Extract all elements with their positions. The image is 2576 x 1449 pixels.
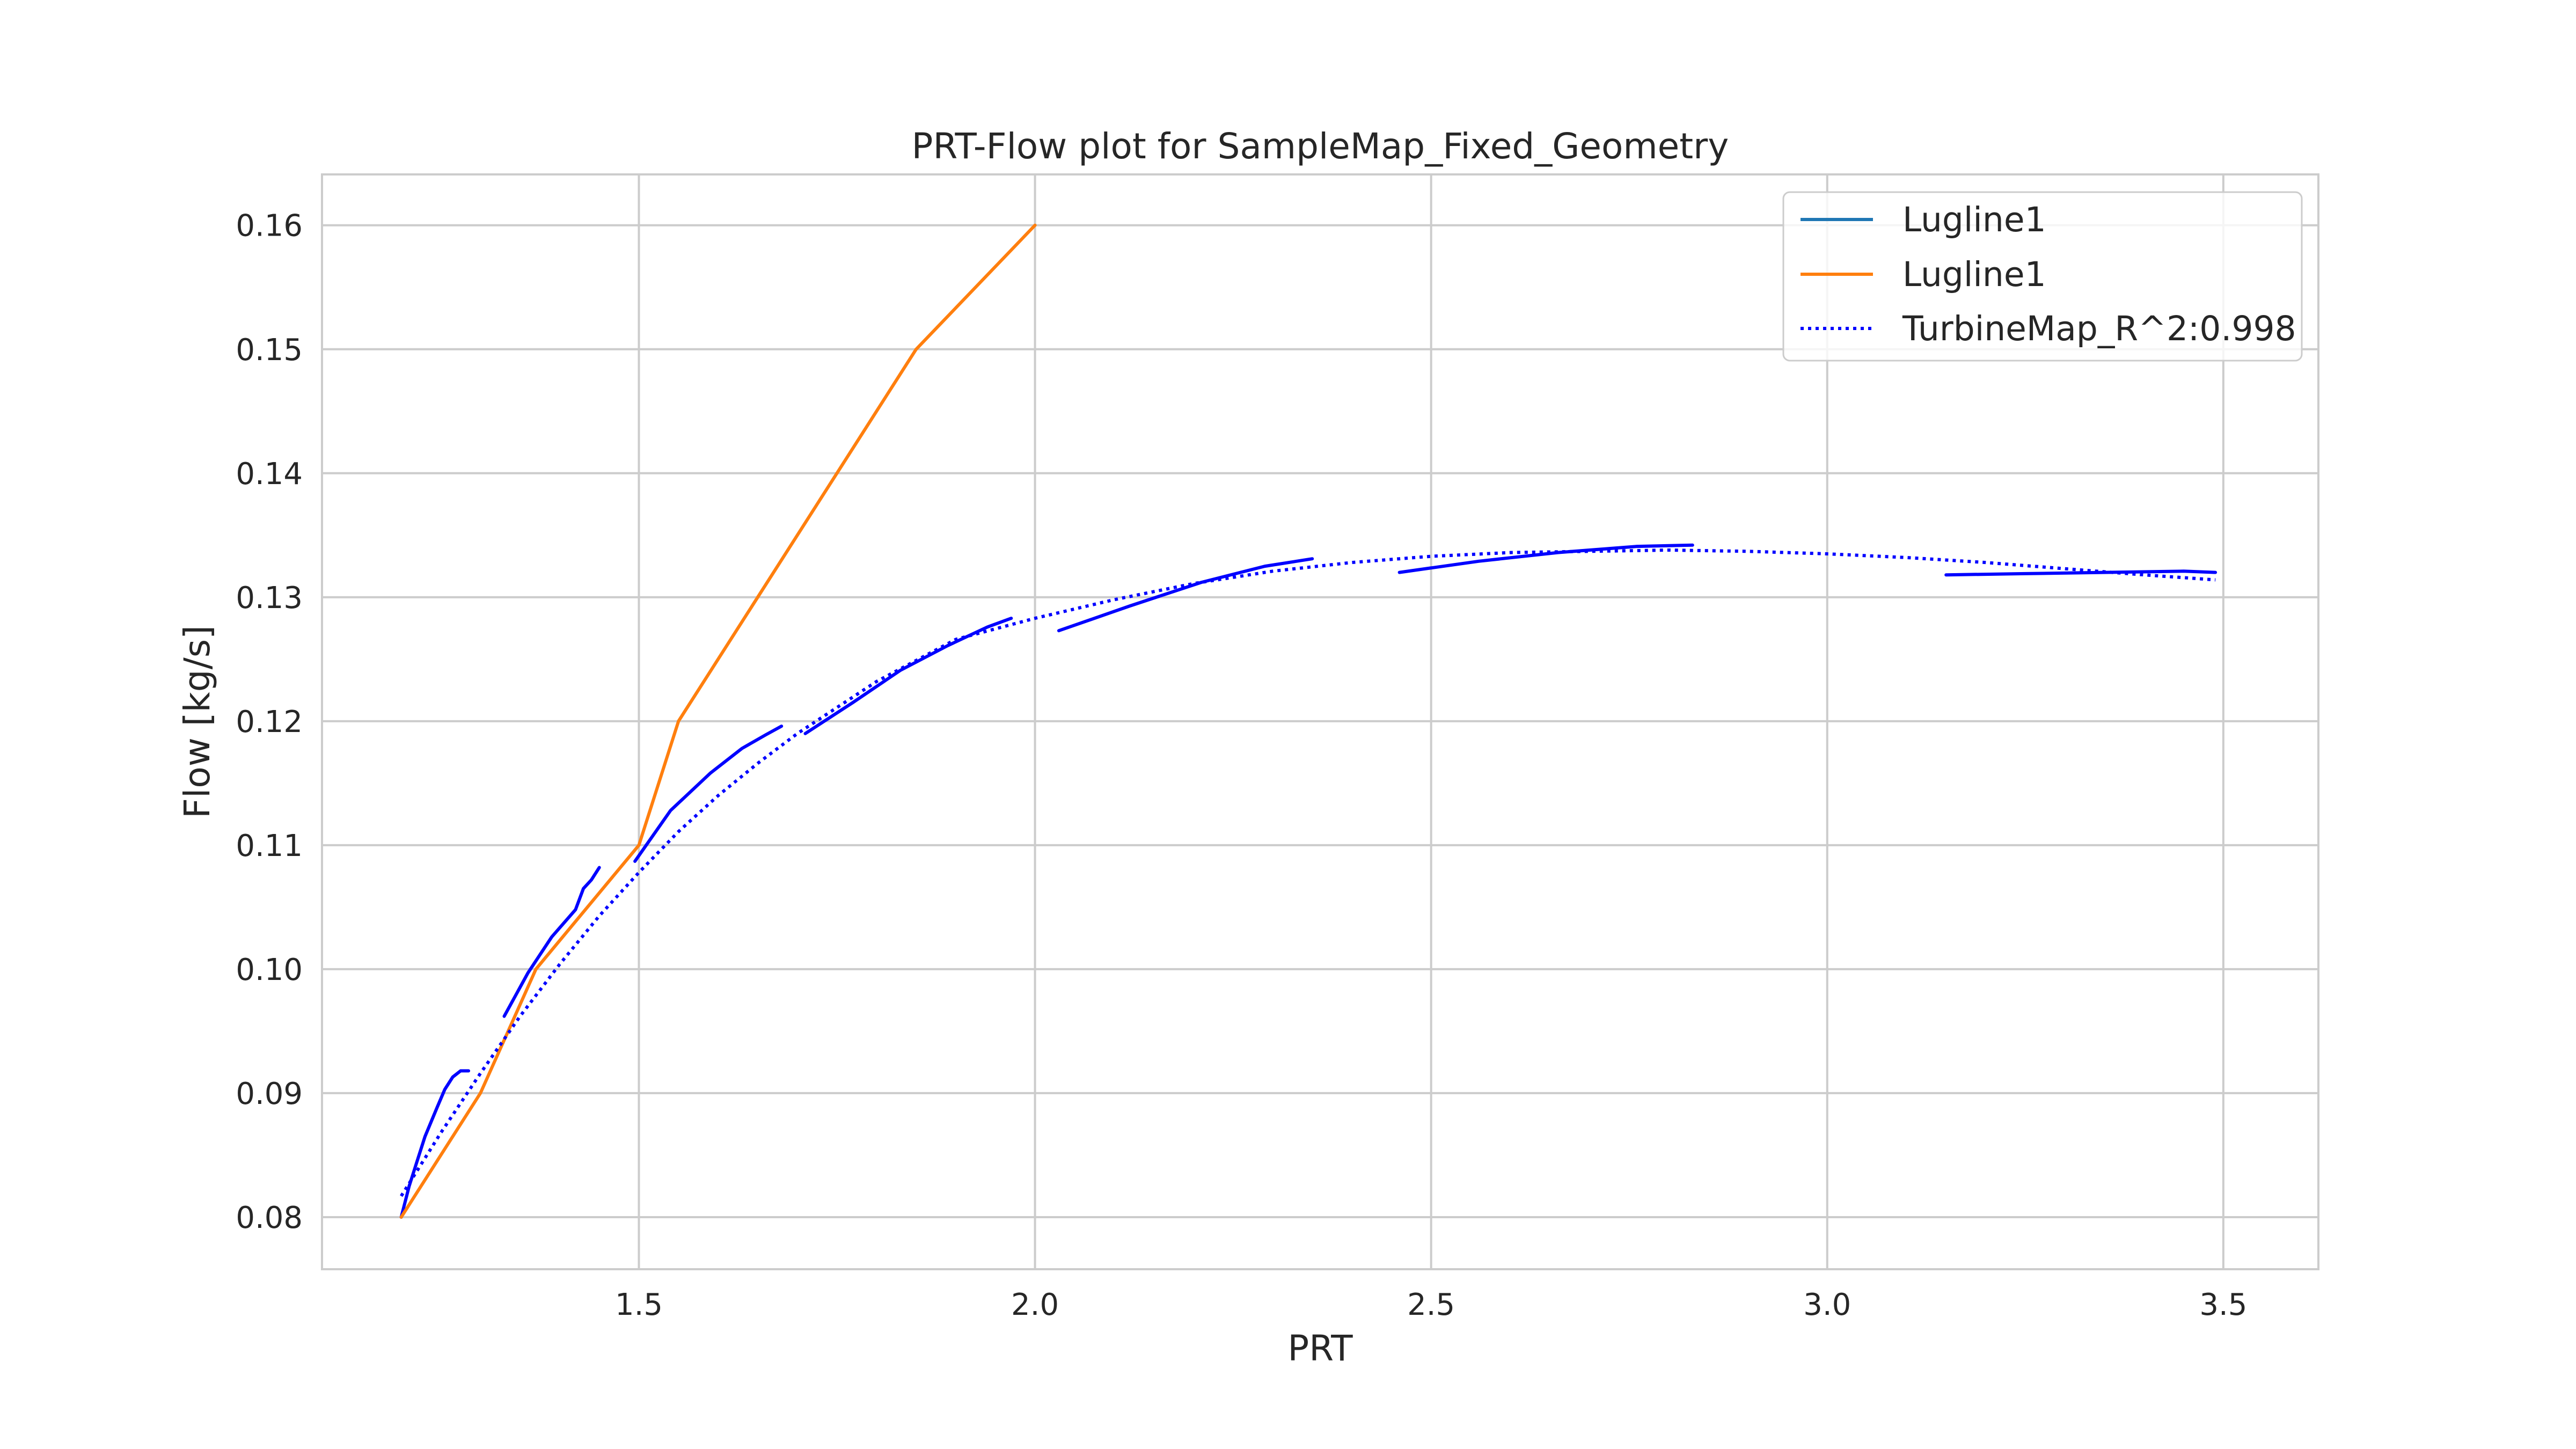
y-tick-label: 0.11 xyxy=(236,829,303,863)
y-tick-label: 0.10 xyxy=(236,953,303,987)
x-tick-label: 2.0 xyxy=(1011,1287,1059,1322)
legend-label-lugline1-orange: Lugline1 xyxy=(1902,255,2046,294)
series-0-line xyxy=(1397,543,1694,574)
y-tick-label: 0.16 xyxy=(236,209,303,244)
legend-label-lugline1-blue: Lugline1 xyxy=(1902,200,2046,239)
x-tick-labels: 1.5 2.0 2.5 3.0 3.5 xyxy=(615,1287,2247,1322)
plot-frame xyxy=(321,173,2319,1270)
x-tick-label: 3.5 xyxy=(2199,1287,2247,1322)
y-tick-label: 0.14 xyxy=(236,457,303,492)
x-tick-label: 1.5 xyxy=(615,1287,663,1322)
legend: Lugline1 Lugline1 TurbineMap_R^2:0.998 xyxy=(1782,191,2303,362)
y-tick-label: 0.08 xyxy=(236,1201,303,1235)
chart-title: PRT-Flow plot for SampleMap_Fixed_Geomet… xyxy=(912,126,1729,167)
y-tick-label: 0.09 xyxy=(236,1077,303,1111)
y-tick-labels: 0.08 0.09 0.10 0.11 0.12 0.13 0.14 0.15 0.16 xyxy=(236,209,303,1235)
y-axis-label: Flow [kg/s] xyxy=(177,625,218,818)
series-1-line xyxy=(399,223,1037,1219)
y-tick-label: 0.12 xyxy=(236,705,303,740)
y-tick-label: 0.13 xyxy=(236,581,303,616)
y-tick-label: 0.15 xyxy=(236,333,303,368)
series-0-line xyxy=(399,1069,471,1219)
legend-label-turbinemap: TurbineMap_R^2:0.998 xyxy=(1902,309,2296,348)
x-tick-label: 2.5 xyxy=(1407,1287,1455,1322)
series-0-line xyxy=(1057,557,1314,633)
x-tick-label: 3.0 xyxy=(1803,1287,1851,1322)
legend-box xyxy=(1782,191,2303,362)
series-0-line xyxy=(502,866,601,1018)
series-0-line xyxy=(633,724,784,863)
x-axis-label: PRT xyxy=(1287,1328,1353,1369)
plot-lines xyxy=(399,223,2218,1219)
